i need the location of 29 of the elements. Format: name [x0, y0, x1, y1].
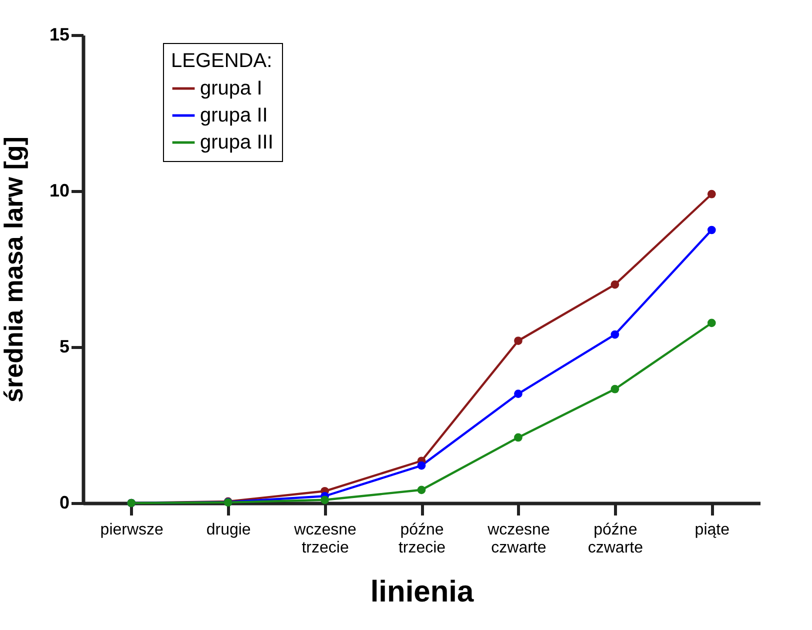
y-tick-label: 0 — [59, 492, 70, 512]
point — [417, 486, 426, 494]
point — [707, 190, 716, 198]
legend-label: grupa II — [200, 104, 268, 126]
x-tick-label: późne czwarte — [588, 522, 644, 556]
legend-title: LEGENDA: — [171, 50, 272, 72]
x-axis-title: linienia — [370, 576, 474, 608]
x-tick-label: piąte — [694, 522, 730, 538]
y-axis-title: średnia masa larw [g] — [0, 136, 28, 402]
y-tick-label: 10 — [49, 180, 70, 200]
y-tick-label: 15 — [49, 24, 70, 44]
point — [610, 384, 620, 394]
x-tick-label: wczesne trzecie — [293, 522, 357, 556]
point — [320, 496, 329, 504]
point — [514, 433, 522, 442]
x-tick-label: pierwsze — [100, 522, 164, 538]
x-tick-label: wczesne czwarte — [486, 522, 550, 556]
legend-label: grupa III — [200, 132, 274, 154]
x-tick-label: późne trzecie — [398, 522, 446, 556]
point — [610, 330, 620, 339]
legend-label: grupa I — [200, 78, 262, 100]
point — [707, 318, 716, 328]
y-tick-label: 5 — [59, 336, 70, 356]
point — [514, 390, 522, 398]
x-tick-label: drugie — [206, 522, 251, 538]
point — [514, 336, 522, 345]
point — [707, 226, 716, 234]
point — [610, 280, 620, 289]
point — [417, 461, 426, 470]
